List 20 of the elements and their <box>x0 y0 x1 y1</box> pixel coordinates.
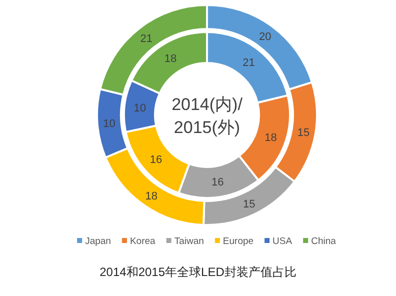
data-label: 10 <box>134 102 146 115</box>
data-label: 10 <box>103 118 116 130</box>
text: 2014(内)/ 2015(外) <box>172 95 243 137</box>
data-label: 15 <box>242 198 256 210</box>
text: 2014和2015年全球LED封装产值占比 <box>100 265 296 279</box>
data-label: 18 <box>164 53 177 66</box>
legend-label: Europe <box>222 236 254 247</box>
data-label: 20 <box>258 31 272 44</box>
data-label: 18 <box>264 132 277 144</box>
data-label: 21 <box>140 32 153 45</box>
legend-label: China <box>311 236 337 247</box>
data-label: 16 <box>150 154 162 166</box>
legend-label: Japan <box>85 236 111 247</box>
data-label: 21 <box>242 56 255 69</box>
data-label: 15 <box>297 127 310 140</box>
legend-label: Taiwan <box>174 236 204 247</box>
data-label: 16 <box>212 176 224 189</box>
legend-label: USA <box>272 236 293 247</box>
data-label: 18 <box>145 190 158 203</box>
legend-label: Korea <box>130 236 156 247</box>
